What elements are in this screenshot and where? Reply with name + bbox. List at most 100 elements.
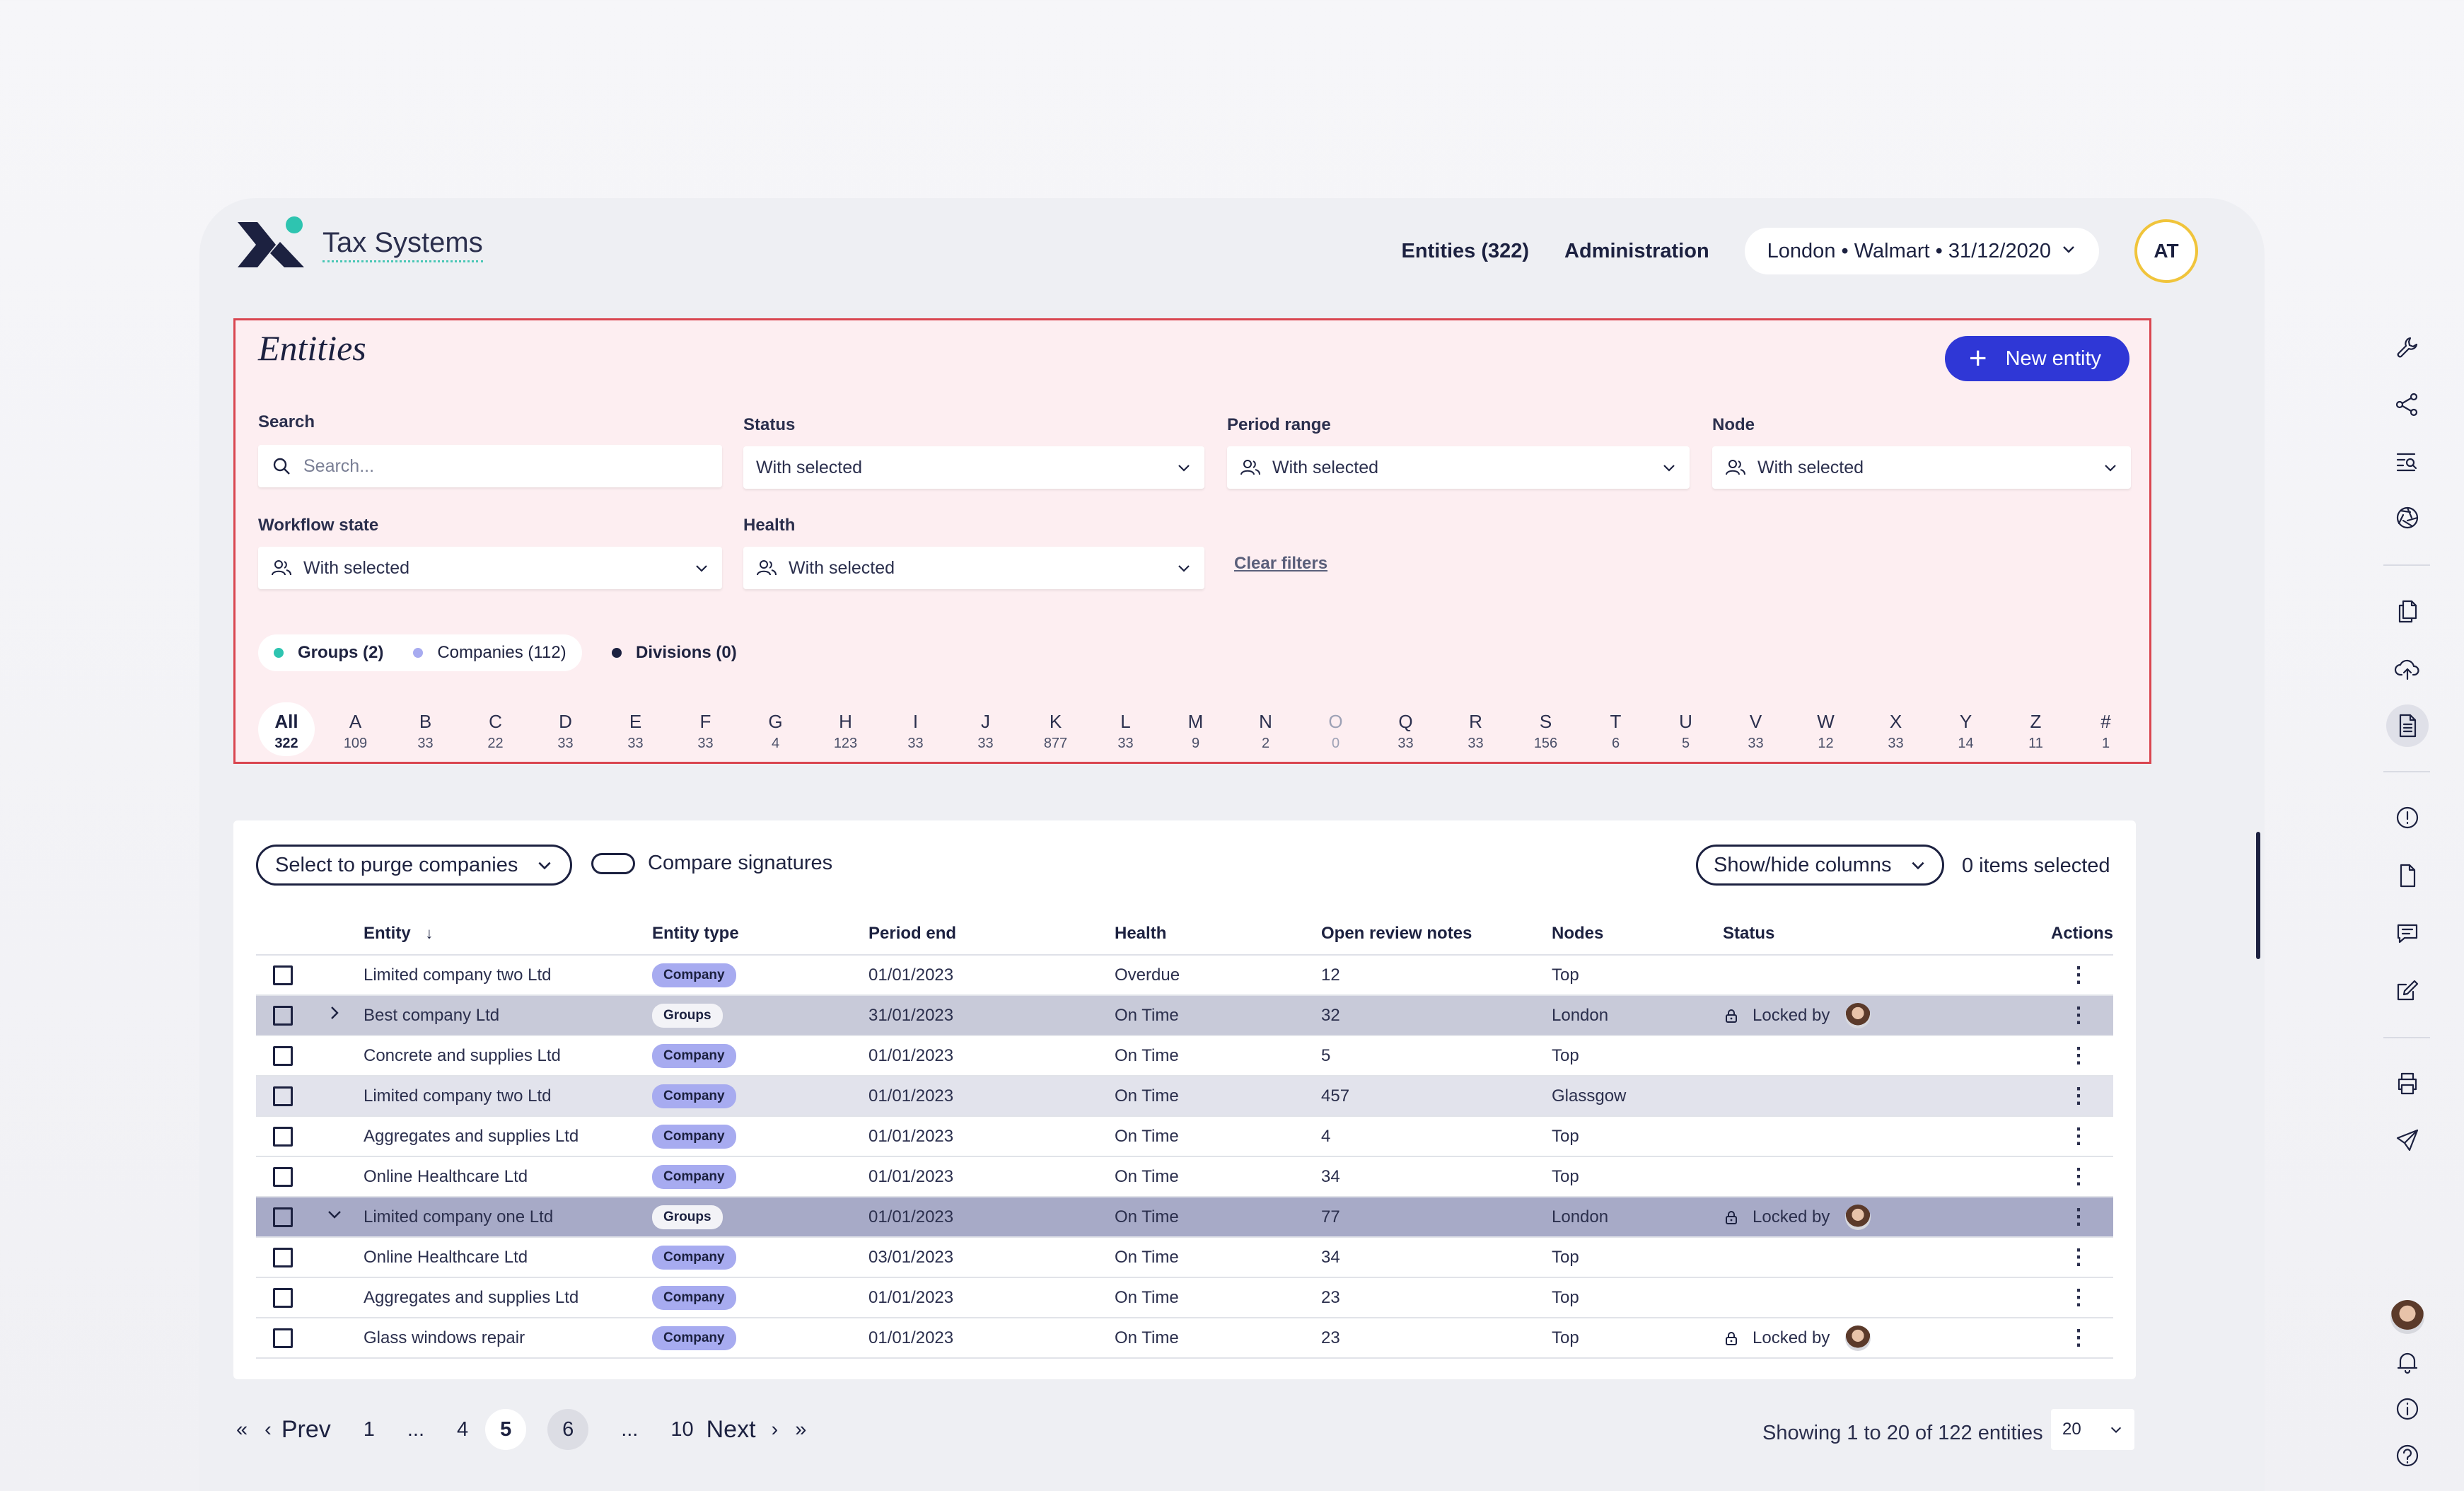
nav-entities[interactable]: Entities (322) (1401, 239, 1530, 262)
column-header-nodes[interactable]: Nodes (1552, 912, 1723, 956)
row-checkbox[interactable] (273, 1207, 293, 1227)
entity-name[interactable]: Best company Ltd (364, 995, 652, 1036)
column-header-health[interactable]: Health (1115, 912, 1321, 956)
alphabet-letter[interactable]: B 33 (390, 711, 460, 756)
alphabet-letter[interactable]: I 33 (881, 711, 951, 756)
alphabet-letter[interactable]: S 156 (1511, 711, 1581, 756)
nav-administration[interactable]: Administration (1564, 239, 1709, 262)
message-icon[interactable] (2386, 912, 2429, 955)
column-header-period-end[interactable]: Period end (868, 912, 1115, 956)
chevron-left-icon[interactable]: ‹ (265, 1417, 272, 1441)
alphabet-letter[interactable]: K 877 (1021, 711, 1091, 756)
entity-name[interactable]: Online Healthcare Ltd (364, 1156, 652, 1197)
row-checkbox[interactable] (273, 1005, 293, 1026)
more-vertical-icon[interactable]: ⋮ (2068, 1205, 2089, 1229)
alphabet-letter[interactable]: H 123 (810, 711, 881, 756)
edit-icon[interactable] (2386, 969, 2429, 1011)
printer-icon[interactable] (2386, 1062, 2429, 1105)
page-5-current[interactable]: 5 (485, 1409, 527, 1450)
alphabet-letter[interactable]: D 33 (530, 711, 600, 756)
alphabet-letter[interactable]: #1 (2071, 711, 2141, 756)
table-row[interactable]: Online Healthcare Ltd Company 03/01/2023… (256, 1237, 2113, 1278)
alphabet-letter[interactable]: Q 33 (1371, 711, 1441, 756)
entity-name[interactable]: Limited company two Ltd (364, 1076, 652, 1117)
table-row[interactable]: Limited company two Ltd Company 01/01/20… (256, 1076, 2113, 1117)
column-header-entity-type[interactable]: Entity type (652, 912, 868, 956)
row-checkbox[interactable] (273, 1166, 293, 1187)
workflow-state-select[interactable]: With selected (258, 547, 722, 589)
alphabet-letter[interactable]: E 33 (600, 711, 670, 756)
row-checkbox[interactable] (273, 1247, 293, 1267)
column-header-open-review-notes[interactable]: Open review notes (1321, 912, 1552, 956)
more-vertical-icon[interactable]: ⋮ (2068, 1044, 2089, 1067)
file-icon[interactable] (2386, 854, 2429, 897)
page-6[interactable]: 6 (547, 1409, 589, 1450)
legend-companies[interactable]: Companies (112) (413, 643, 566, 663)
more-vertical-icon[interactable]: ⋮ (2068, 1004, 2089, 1027)
alphabet-letter[interactable]: X 33 (1861, 711, 1931, 756)
table-row[interactable]: Glass windows repair Company 01/01/2023 … (256, 1318, 2113, 1359)
entity-name[interactable]: Concrete and supplies Ltd (364, 1035, 652, 1077)
table-row[interactable]: Limited company one Ltd Groups 01/01/202… (256, 1197, 2113, 1238)
toggle-switch[interactable] (591, 852, 635, 874)
entity-name[interactable]: Glass windows repair (364, 1318, 652, 1359)
user-photo-avatar[interactable] (2386, 1296, 2429, 1338)
chevron-right-icon[interactable]: › (771, 1417, 779, 1441)
compare-signatures-toggle[interactable]: Compare signatures (591, 852, 832, 875)
alphabet-letter[interactable]: V 33 (1721, 711, 1791, 756)
row-checkbox[interactable] (273, 965, 293, 985)
more-vertical-icon[interactable]: ⋮ (2068, 1246, 2089, 1269)
page-10[interactable]: 10 (670, 1417, 694, 1441)
per-page-select[interactable]: 20 (2051, 1409, 2134, 1450)
period-range-select[interactable]: With selected (1227, 446, 1690, 489)
row-checkbox[interactable] (273, 1287, 293, 1308)
cloud-upload-icon[interactable] (2386, 648, 2429, 690)
aperture-icon[interactable] (2386, 497, 2429, 539)
chevron-right-icon[interactable] (324, 1002, 345, 1023)
table-row[interactable]: Online Healthcare Ltd Company 01/01/2023… (256, 1156, 2113, 1197)
alphabet-letter[interactable]: F 33 (670, 711, 740, 756)
share-icon[interactable] (2386, 383, 2429, 426)
row-checkbox[interactable] (273, 1126, 293, 1147)
more-vertical-icon[interactable]: ⋮ (2068, 963, 2089, 987)
table-row[interactable]: Limited company two Ltd Company 01/01/20… (256, 955, 2113, 996)
show-hide-columns-button[interactable]: Show/hide columns (1696, 845, 1945, 886)
more-vertical-icon[interactable]: ⋮ (2068, 1125, 2089, 1148)
new-entity-button[interactable]: + New entity (1944, 336, 2129, 381)
document-text-icon[interactable] (2386, 704, 2429, 747)
table-row[interactable]: Best company Ltd Groups 31/01/2023 On Ti… (256, 995, 2113, 1036)
column-header-status[interactable]: Status (1723, 912, 1946, 956)
alert-circle-icon[interactable] (2386, 796, 2429, 839)
alphabet-letter[interactable]: L 33 (1091, 711, 1161, 756)
page-1[interactable]: 1 (363, 1417, 375, 1441)
legend-divisions[interactable]: Divisions (0) (612, 634, 737, 671)
legend-groups[interactable]: Groups (2) (274, 643, 383, 663)
info-icon[interactable] (2386, 1388, 2429, 1430)
help-icon[interactable] (2386, 1434, 2429, 1477)
bell-icon[interactable] (2386, 1341, 2429, 1383)
health-select[interactable]: With selected (743, 547, 1204, 589)
context-selector[interactable]: London • Walmart • 31/12/2020 (1744, 228, 2099, 274)
chevron-down-icon[interactable] (324, 1204, 345, 1225)
entity-name[interactable]: Limited company two Ltd (364, 955, 652, 996)
alphabet-letter[interactable]: A 109 (320, 711, 390, 756)
prev-page-button[interactable]: Prev (281, 1415, 331, 1443)
page-4[interactable]: 4 (457, 1417, 469, 1441)
rail-scrollbar[interactable] (2256, 832, 2260, 959)
table-row[interactable]: Concrete and supplies Ltd Company 01/01/… (256, 1035, 2113, 1077)
next-page-button[interactable]: Next (706, 1415, 756, 1443)
entity-name[interactable]: Aggregates and supplies Ltd (364, 1116, 652, 1157)
entity-name[interactable]: Aggregates and supplies Ltd (364, 1277, 652, 1318)
alphabet-letter[interactable]: R 33 (1441, 711, 1511, 756)
more-vertical-icon[interactable]: ⋮ (2068, 1084, 2089, 1108)
row-checkbox[interactable] (273, 1045, 293, 1066)
alphabet-letter[interactable]: C 22 (460, 711, 530, 756)
entity-name[interactable]: Limited company one Ltd (364, 1197, 652, 1238)
table-row[interactable]: Aggregates and supplies Ltd Company 01/0… (256, 1116, 2113, 1157)
